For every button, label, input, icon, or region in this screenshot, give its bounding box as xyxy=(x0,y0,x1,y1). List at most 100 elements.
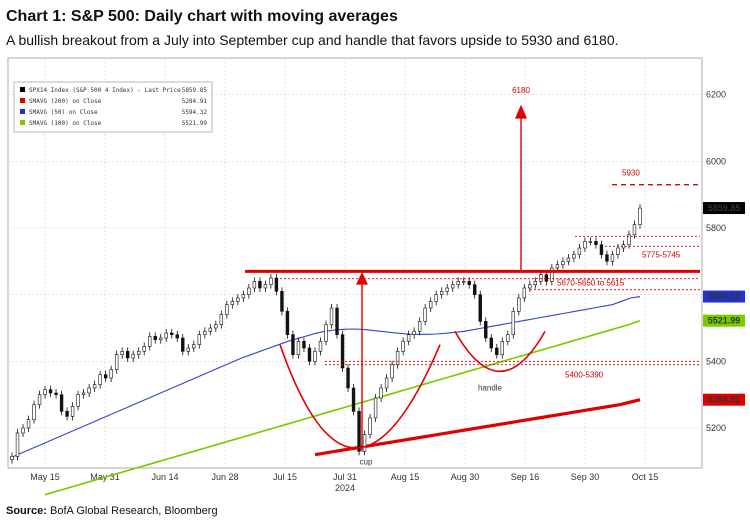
price-candle xyxy=(456,281,460,285)
target-6180-arrow-head xyxy=(515,104,527,119)
legend-label: SMAVG (50) on Close xyxy=(29,109,98,116)
price-candle xyxy=(98,374,102,385)
price-candle xyxy=(346,367,350,389)
x-year-label: 2024 xyxy=(335,483,355,493)
legend-swatch xyxy=(20,109,25,114)
price-candle xyxy=(583,241,587,249)
price-candle xyxy=(15,432,20,457)
price-candle xyxy=(373,397,378,419)
price-candle xyxy=(103,374,108,379)
price-candle xyxy=(555,264,560,269)
price-candle xyxy=(577,247,582,255)
price-candle xyxy=(258,281,262,289)
price-candle xyxy=(170,332,174,335)
price-candle xyxy=(351,387,356,412)
price-candle xyxy=(186,347,190,352)
x-tick-label: Oct 15 xyxy=(632,472,659,482)
price-candle xyxy=(175,334,179,339)
price-candle xyxy=(423,307,427,322)
price-candle xyxy=(21,427,25,434)
source-note: Source: BofA Global Research, Bloomberg xyxy=(6,505,218,517)
price-candle xyxy=(495,347,499,355)
price-candle xyxy=(109,369,113,379)
price-candle xyxy=(81,392,86,395)
price-candle xyxy=(434,294,438,302)
price-candle xyxy=(252,281,257,289)
price-candle xyxy=(605,254,609,262)
x-tick-label: Aug 30 xyxy=(451,472,480,482)
legend-swatch xyxy=(20,87,25,92)
price-candle xyxy=(335,307,339,335)
price-candle xyxy=(439,291,444,295)
price-candle xyxy=(406,334,411,342)
target-5930-label: 5930 xyxy=(622,168,640,177)
price-candle xyxy=(417,321,422,332)
price-candle xyxy=(594,241,598,245)
legend-value: 5521.99 xyxy=(182,120,208,127)
x-tick-label: Sep 16 xyxy=(511,472,540,482)
price-candle xyxy=(274,277,279,292)
price-candle xyxy=(340,334,345,369)
price-candle xyxy=(241,294,246,299)
price-candle xyxy=(627,234,631,245)
price-candle xyxy=(296,341,301,355)
price-candle xyxy=(137,351,141,355)
price-candle xyxy=(181,337,185,352)
right-value-badge xyxy=(703,202,745,215)
price-candle xyxy=(528,284,532,289)
price-candle xyxy=(37,394,42,405)
price-candle xyxy=(214,324,218,329)
price-candle xyxy=(76,394,80,407)
zone-5775-label: 5775-5745 xyxy=(642,250,681,259)
price-candle xyxy=(59,394,64,412)
price-candle xyxy=(148,336,152,347)
x-tick-label: Jul 15 xyxy=(273,472,297,482)
price-candle xyxy=(114,354,119,370)
y-tick-label: 5200 xyxy=(706,423,726,433)
price-candle xyxy=(517,297,521,312)
right-value-badge xyxy=(703,314,745,327)
price-candle xyxy=(401,341,405,352)
target-6180-label: 6180 xyxy=(512,86,530,95)
cup-label: cup xyxy=(360,458,373,467)
x-tick-label: Aug 15 xyxy=(391,472,420,482)
price-candle xyxy=(54,392,58,395)
price-candle xyxy=(632,224,637,235)
cup-curve xyxy=(279,344,441,449)
price-candle xyxy=(544,274,549,282)
chart-title: Chart 1: S&P 500: Daily chart with movin… xyxy=(6,8,398,25)
price-candle xyxy=(533,281,538,285)
price-candle xyxy=(269,277,273,285)
legend-swatch xyxy=(20,120,25,125)
price-candle xyxy=(236,297,240,302)
price-candle xyxy=(473,284,477,295)
x-tick-label: Sep 30 xyxy=(571,472,600,482)
neckline-zone-label: 5670-5650 to 5615 xyxy=(557,278,625,287)
price-candle xyxy=(65,411,69,417)
y-tick-label: 5400 xyxy=(706,356,726,366)
price-candle xyxy=(368,417,372,435)
price-candle xyxy=(539,274,543,282)
sma100-line xyxy=(44,319,641,496)
price-candle xyxy=(208,327,213,332)
x-tick-label: May 15 xyxy=(30,472,60,482)
price-candle xyxy=(506,334,510,342)
legend-value: 5284.91 xyxy=(182,98,208,105)
right-value-badge xyxy=(703,393,745,406)
legend-box xyxy=(13,81,213,133)
x-tick-label: Jul 31 xyxy=(333,472,357,482)
price-candle xyxy=(285,311,290,335)
price-candle xyxy=(302,341,306,349)
price-candle xyxy=(10,456,14,460)
right-value-badge xyxy=(703,290,745,303)
handle-curve xyxy=(454,330,546,372)
price-candle xyxy=(412,331,416,335)
price-candle xyxy=(280,291,284,312)
price-candle xyxy=(164,332,168,339)
price-candle xyxy=(307,347,312,362)
x-tick-label: Jun 14 xyxy=(151,472,178,482)
source-label: Source: xyxy=(6,505,47,517)
price-candle xyxy=(610,254,615,262)
price-candle xyxy=(384,377,389,389)
